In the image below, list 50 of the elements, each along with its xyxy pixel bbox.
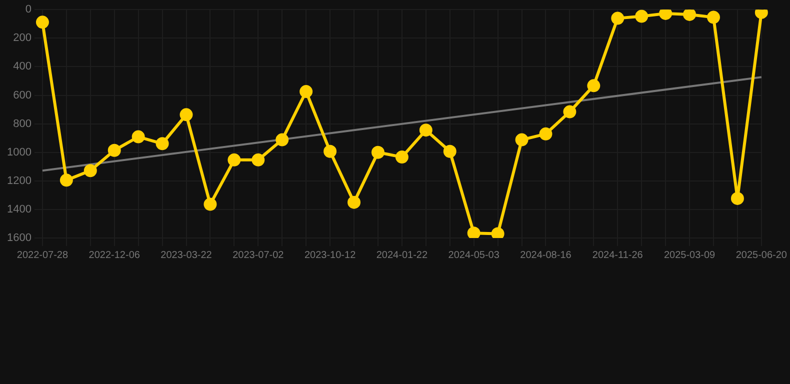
point [324,144,337,158]
x-tick-label: 2023-07-02 [232,250,284,261]
point [683,10,696,21]
point [395,150,408,164]
x-tick-label: 2023-03-22 [160,250,212,261]
point [348,196,361,209]
point [587,79,600,92]
point [419,124,432,137]
point [443,144,456,158]
point [611,12,624,25]
point [36,16,49,29]
point [539,127,552,140]
x-tick-label: 2022-12-06 [88,250,140,261]
point [156,137,169,150]
y-tick-label: 800 [13,118,32,130]
x-tick-label: 2025-03-09 [664,250,716,261]
y-tick-label: 1600 [6,232,32,244]
y-tick-label: 1400 [6,203,32,216]
x-tick-label: 2024-05-03 [448,250,500,261]
x-tick-label: 2022-07-28 [16,250,68,261]
point [60,174,73,187]
point [180,108,193,122]
x-tick-label: 2024-01-22 [376,250,428,261]
point [276,133,289,146]
point [491,227,504,238]
point [659,10,672,20]
point [706,10,720,24]
x-tick-label: 2025-06-20 [736,250,788,261]
x-tick-label: 2024-11-26 [592,250,644,261]
point [252,153,265,166]
x-tick-label: 2024-08-16 [520,250,572,261]
y-tick-label: 1200 [6,174,32,187]
point [108,144,121,157]
point [228,153,241,166]
y-tick-label: 200 [13,32,32,44]
y-tick-label: 1000 [6,146,32,158]
x-tick-label: 2023-10-12 [304,250,356,261]
point [730,192,744,205]
y-tick-label: 0 [25,4,32,16]
point [132,130,145,144]
point [467,226,480,238]
point [84,164,97,178]
y-tick-label: 400 [13,60,32,73]
point [563,105,576,118]
point [204,198,217,211]
point [635,10,648,23]
y-tick-label: 600 [13,89,32,102]
point [515,133,528,146]
point [371,146,384,159]
point [300,85,313,98]
